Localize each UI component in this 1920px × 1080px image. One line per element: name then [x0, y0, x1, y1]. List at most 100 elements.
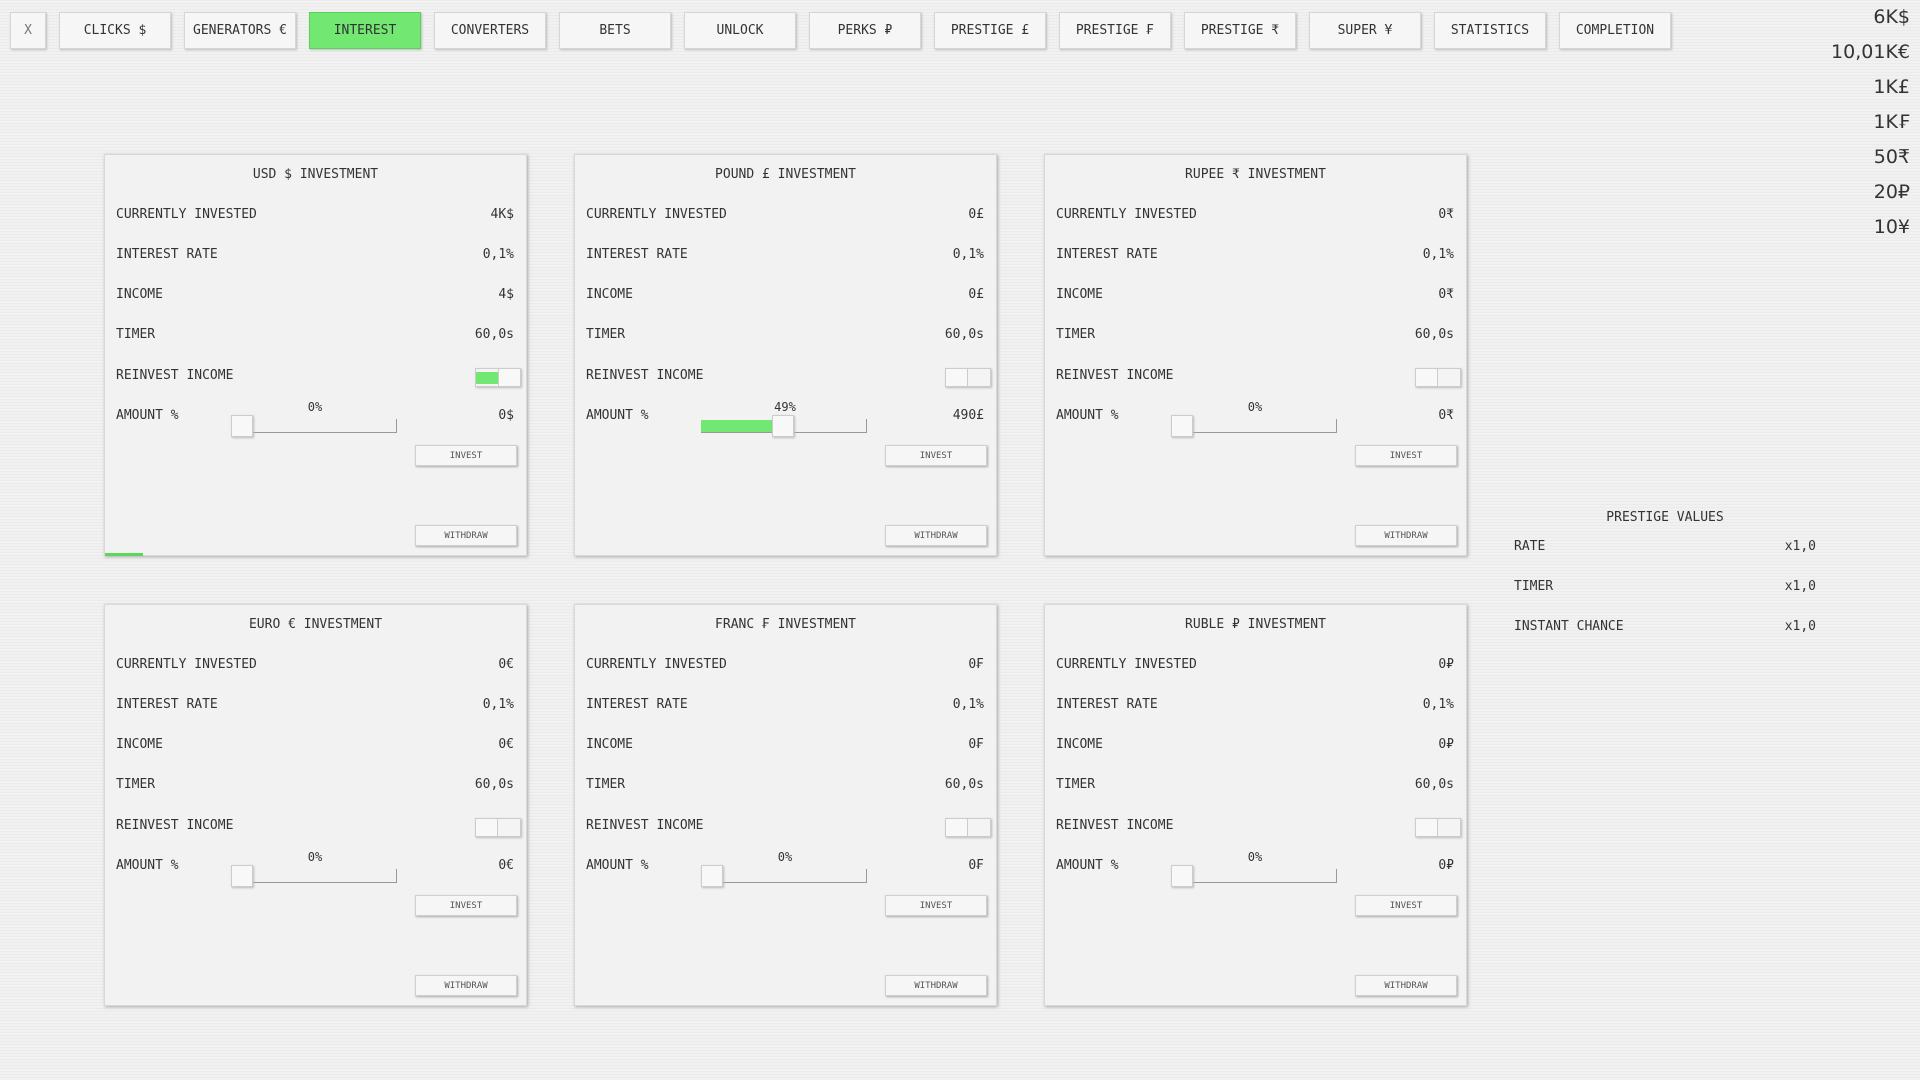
tab-prestige[interactable]: PRESTIGE ₣ — [1059, 12, 1171, 49]
tab-unlock[interactable]: UNLOCK — [684, 12, 796, 49]
row-label: TIMER — [586, 327, 626, 342]
row-label: AMOUNT % — [116, 408, 179, 423]
row-value: 0£ — [968, 207, 984, 222]
row-timer: TIMER 60,0s — [116, 327, 514, 345]
row-value: 0,1% — [1422, 247, 1454, 262]
reinvest-toggle[interactable] — [1415, 818, 1461, 837]
currency-balance: 1K₣ — [1873, 111, 1910, 133]
panel-title: RUBLE ₽ INVESTMENT — [1185, 617, 1326, 632]
row-invested: CURRENTLY INVESTED 0€ — [116, 657, 514, 675]
amount-value: 0€ — [498, 858, 514, 873]
slider-handle[interactable] — [231, 415, 253, 437]
row-income: INCOME 0₣ — [586, 737, 984, 755]
withdraw-button[interactable]: WITHDRAW — [885, 525, 987, 546]
row-value: 60,0s — [944, 777, 984, 792]
row-label: TIMER — [116, 327, 156, 342]
row-label: INTEREST RATE — [116, 697, 218, 712]
row-income: INCOME 4$ — [116, 287, 514, 305]
tab-completion[interactable]: COMPLETION — [1559, 12, 1671, 49]
row-value: 0€ — [498, 657, 514, 672]
withdraw-button[interactable]: WITHDRAW — [885, 975, 987, 996]
tab-generators[interactable]: GENERATORS € — [184, 12, 296, 49]
amount-slider[interactable] — [231, 415, 397, 437]
reinvest-toggle[interactable] — [1415, 368, 1461, 387]
amount-slider[interactable] — [701, 415, 867, 437]
invest-button[interactable]: INVEST — [885, 445, 987, 466]
row-label: CURRENTLY INVESTED — [586, 207, 727, 222]
withdraw-button[interactable]: WITHDRAW — [415, 525, 517, 546]
row-rate: INTEREST RATE 0,1% — [586, 247, 984, 265]
amount-slider[interactable] — [1171, 415, 1337, 437]
invest-button[interactable]: INVEST — [1355, 445, 1457, 466]
tab-super[interactable]: SUPER ¥ — [1309, 12, 1421, 49]
invest-button[interactable]: INVEST — [1355, 895, 1457, 916]
invest-button[interactable]: INVEST — [885, 895, 987, 916]
reinvest-toggle[interactable] — [475, 818, 521, 837]
panel-title: POUND £ INVESTMENT — [715, 167, 856, 182]
row-label: INTEREST RATE — [586, 247, 688, 262]
amount-percent: 0% — [307, 850, 323, 864]
row-reinvest: REINVEST INCOME — [116, 368, 514, 386]
slider-handle[interactable] — [701, 865, 723, 887]
tab-perks[interactable]: PERKS ₽ — [809, 12, 921, 49]
amount-slider[interactable] — [1171, 865, 1337, 887]
row-label: INCOME — [1056, 737, 1103, 752]
tab-converters[interactable]: CONVERTERS — [434, 12, 546, 49]
tab-statistics[interactable]: STATISTICS — [1434, 12, 1546, 49]
row-value: 0,1% — [952, 247, 984, 262]
reinvest-toggle[interactable] — [475, 368, 521, 387]
tab-interest[interactable]: INTEREST — [309, 12, 421, 49]
row-invested: CURRENTLY INVESTED 0₣ — [586, 657, 984, 675]
row-value: 60,0s — [474, 327, 514, 342]
row-label: AMOUNT % — [1056, 408, 1119, 423]
row-label: TIMER — [586, 777, 626, 792]
toggle-knob — [1415, 818, 1438, 837]
row-value: 0,1% — [1422, 697, 1454, 712]
row-amount: AMOUNT % 0₣ — [586, 858, 984, 876]
row-value: 0₣ — [968, 737, 984, 752]
row-amount: AMOUNT % 0$ — [116, 408, 514, 426]
close-button[interactable]: X — [10, 12, 46, 49]
row-invested: CURRENTLY INVESTED 0£ — [586, 207, 984, 225]
slider-handle[interactable] — [1171, 415, 1193, 437]
invest-button[interactable]: INVEST — [415, 895, 517, 916]
amount-value: 490£ — [952, 408, 984, 423]
slider-handle[interactable] — [231, 865, 253, 887]
tab-prestige[interactable]: PRESTIGE £ — [934, 12, 1046, 49]
row-rate: INTEREST RATE 0,1% — [1056, 247, 1454, 265]
row-value: 60,0s — [474, 777, 514, 792]
withdraw-button[interactable]: WITHDRAW — [1355, 525, 1457, 546]
row-label: AMOUNT % — [586, 858, 649, 873]
row-label: REINVEST INCOME — [1056, 818, 1174, 833]
tab-clicks[interactable]: CLICKS $ — [59, 12, 171, 49]
row-timer: TIMER 60,0s — [586, 327, 984, 345]
amount-percent: 0% — [777, 850, 793, 864]
tab-prestige[interactable]: PRESTIGE ₹ — [1184, 12, 1296, 49]
prestige-value: x1,0 — [1784, 579, 1816, 594]
row-value: 60,0s — [944, 327, 984, 342]
prestige-label: RATE — [1514, 539, 1546, 554]
reinvest-toggle[interactable] — [945, 368, 991, 387]
panel-title: EURO € INVESTMENT — [248, 617, 383, 632]
toggle-knob — [945, 818, 968, 837]
amount-slider[interactable] — [701, 865, 867, 887]
slider-handle[interactable] — [771, 415, 794, 437]
reinvest-toggle[interactable] — [945, 818, 991, 837]
investment-panel: USD $ INVESTMENT CURRENTLY INVESTED 4K$ INT… — [104, 154, 527, 556]
prestige-value: x1,0 — [1784, 619, 1816, 634]
withdraw-button[interactable]: WITHDRAW — [415, 975, 517, 996]
slider-handle[interactable] — [1171, 865, 1193, 887]
invest-button[interactable]: INVEST — [415, 445, 517, 466]
row-reinvest: REINVEST INCOME — [1056, 818, 1454, 836]
withdraw-button[interactable]: WITHDRAW — [1355, 975, 1457, 996]
timer-progress-bar — [105, 553, 144, 556]
tab-bets[interactable]: BETS — [559, 12, 671, 49]
row-amount: AMOUNT % 0₹ — [1056, 408, 1454, 426]
amount-slider[interactable] — [231, 865, 397, 887]
row-value: 0,1% — [952, 697, 984, 712]
amount-percent: 0% — [1247, 850, 1263, 864]
row-label: INCOME — [586, 737, 633, 752]
row-amount: AMOUNT % 0€ — [116, 858, 514, 876]
row-label: TIMER — [116, 777, 156, 792]
prestige-row: RATE x1,0 — [1514, 539, 1816, 579]
